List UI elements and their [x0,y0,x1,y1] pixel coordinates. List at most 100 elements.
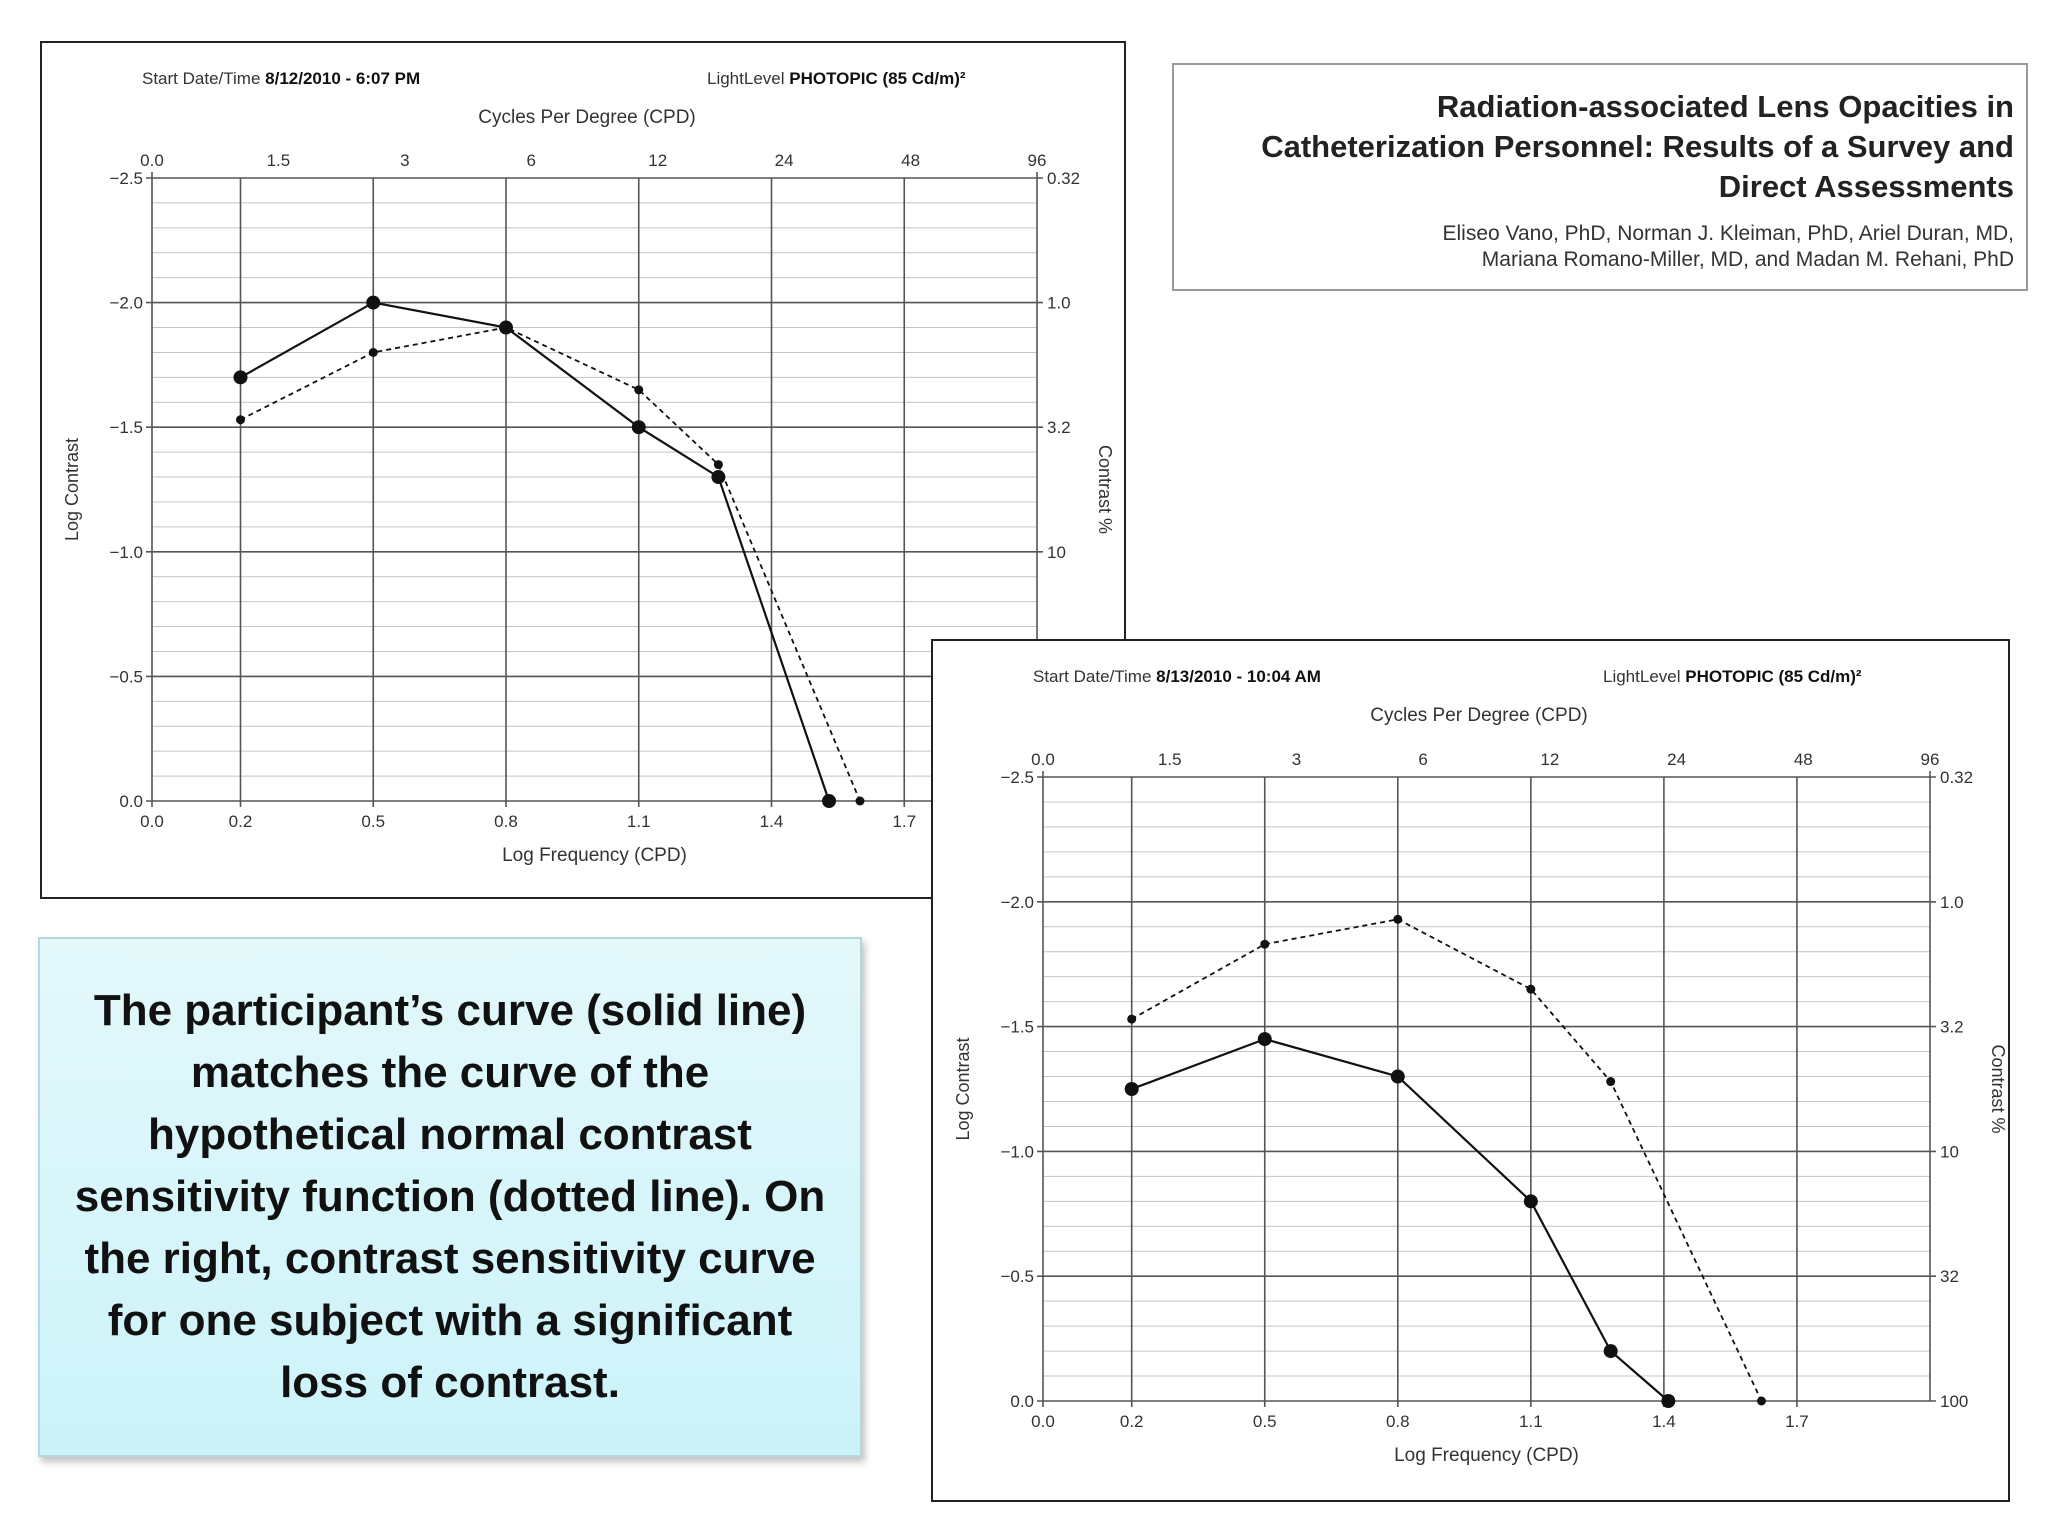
x-tick-label: 0.8 [1386,1412,1410,1431]
plot-2: 0.0−0.5−1.0−1.5−2.0−2.50.0 0.2 0.5 0.8 1.1 1.… [953,750,2008,1466]
solid-series-point [822,794,837,808]
x-tick-label: 0.5 [361,812,385,831]
light-level-2: LightLevel PHOTOPIC (85 Cd/m)² [1603,667,1862,686]
solid-series-point [1661,1394,1676,1408]
contrast-percent-tick-label: 32 [1940,1267,1959,1286]
cpd-tick-label: 1.5 [267,151,291,170]
cpd-tick-label: 48 [1794,750,1813,769]
x-tick-label: 0.2 [1120,1412,1144,1431]
start-datetime-2: Start Date/Time 8/13/2010 - 10:04 AM [1033,667,1321,686]
x-tick-label: 1.7 [892,812,916,831]
paper-title-line: Direct Assessments [1718,169,2014,204]
cpd-tick-label: 24 [1667,750,1686,769]
dotted-series-line [1131,918,1763,1402]
paper-author-line: Eliseo Vano, PhD, Norman J. Kleiman, PhD… [1442,222,2014,245]
x-tick-label: 0.8 [494,812,518,831]
cpd-tick-label: 12 [648,151,667,170]
dotted-series-line [240,326,861,802]
x-axis-title: Log Frequency (CPD) [1394,1445,1579,1466]
chart-panel-2: Start Date/Time 8/13/2010 - 10:04 AM Lig… [931,639,2010,1502]
y-tick-label: −2.5 [1000,768,1034,787]
paper-reference: Radiation-associated Lens Opacities in C… [1172,63,2028,291]
x-tick-label: 1.4 [1652,1412,1676,1431]
contrast-percent-tick-label: 3.2 [1940,1018,1964,1037]
light-level-1: LightLevel PHOTOPIC (85 Cd/m)² [707,69,966,88]
chart-panel-1: Start Date/Time 8/12/2010 - 6:07 PM Ligh… [40,41,1126,899]
dotted-series-point [1260,939,1270,949]
paper-title-line: Radiation-associated Lens Opacities in [1436,89,2014,124]
solid-series-point [1390,1069,1405,1084]
dotted-series-point [1127,1014,1137,1024]
x-tick-label: 0.0 [140,812,164,831]
contrast-percent-tick-label: 1.0 [1047,294,1071,313]
x-tick-label: 1.4 [760,812,784,831]
cpd-tick-label: 0.0 [1031,750,1055,769]
dotted-series-point [1393,914,1403,924]
contrast-percent-tick-label: 10 [1940,1142,1959,1161]
contrast-percent-tick-label: 1.0 [1940,893,1964,912]
x-tick-label: 0.2 [229,812,253,831]
cpd-tick-label: 96 [1921,750,1940,769]
x-tick-label: 1.7 [1785,1412,1809,1431]
contrast-percent-tick-label: 100 [1940,1392,1968,1411]
contrast-percent-tick-label: 0.32 [1940,768,1973,787]
plot-1: 0.0−0.5−1.0−1.5−2.0−2.50.0 0.2 0.5 0.8 1.1 1.… [62,151,1115,866]
solid-series-point [1257,1032,1272,1047]
y-tick-label: −1.5 [109,418,143,437]
paper-authors: Eliseo Vano, PhD, Norman J. Kleiman, PhD… [1186,221,2014,273]
solid-series-point [366,295,381,310]
cpd-tick-label: 12 [1540,750,1559,769]
cpd-tick-label: 48 [901,151,920,170]
cpd-tick-label: 96 [1028,151,1047,170]
x-tick-label: 0.5 [1253,1412,1277,1431]
solid-series-line [239,301,831,802]
x-tick-label: 0.0 [1031,1412,1055,1431]
contrast-percent-tick-label: 3.2 [1047,418,1071,437]
dotted-series-point [368,347,378,357]
cpd-tick-label: 6 [1418,750,1427,769]
x-tick-label: 1.1 [627,812,651,831]
solid-series-line [1131,1037,1670,1402]
dotted-series-point [236,415,245,425]
solid-series-point [233,370,248,385]
dotted-series-point [713,460,723,470]
y-tick-label: 0.0 [1010,1392,1034,1411]
cpd-tick-label: 24 [775,151,794,170]
contrast-percent-tick-label: 10 [1047,543,1066,562]
y2-axis-title: Contrast % [1988,1044,2008,1133]
cpd-axis-title-1: Cycles Per Degree (CPD) [478,107,696,128]
paper-title-line: Catheterization Personnel: Results of a … [1261,129,2014,164]
y2-axis-title: Contrast % [1095,445,1115,534]
caption-text: The participant’s curve (solid line) mat… [74,986,826,1407]
solid-series-point [631,420,646,435]
y-tick-label: −2.0 [109,294,143,313]
dotted-series-point [501,323,511,333]
caption-box: The participant’s curve (solid line) mat… [38,937,862,1457]
x-tick-label: 1.1 [1519,1412,1543,1431]
cpd-tick-label: 0.0 [140,151,164,170]
solid-series-point [1603,1344,1618,1359]
y-axis-title: Log Contrast [953,1037,973,1140]
cpd-axis-title-2: Cycles Per Degree (CPD) [1370,705,1588,726]
paper-title: Radiation-associated Lens Opacities in C… [1186,87,2014,207]
cpd-tick-label: 3 [400,151,409,170]
dotted-series-point [1756,1396,1766,1406]
y-tick-label: −1.5 [1000,1018,1034,1037]
dotted-series-point [855,796,865,806]
dotted-series-point [1526,984,1536,994]
solid-series-point [1523,1194,1538,1209]
y-axis-title: Log Contrast [62,438,82,541]
contrast-percent-tick-label: 0.32 [1047,169,1080,188]
cpd-tick-label: 6 [527,151,536,170]
dotted-series-point [1606,1077,1616,1087]
y-tick-label: −1.0 [1000,1142,1034,1161]
y-tick-label: −2.0 [1000,893,1034,912]
y-tick-label: 0.0 [119,792,143,811]
cpd-tick-label: 3 [1292,750,1301,769]
y-tick-label: −1.0 [109,543,143,562]
y-tick-label: −0.5 [1000,1267,1034,1286]
solid-series-point [1124,1082,1139,1096]
y-tick-label: −2.5 [109,169,143,188]
dotted-series-point [634,385,644,395]
y-tick-label: −0.5 [109,667,143,686]
